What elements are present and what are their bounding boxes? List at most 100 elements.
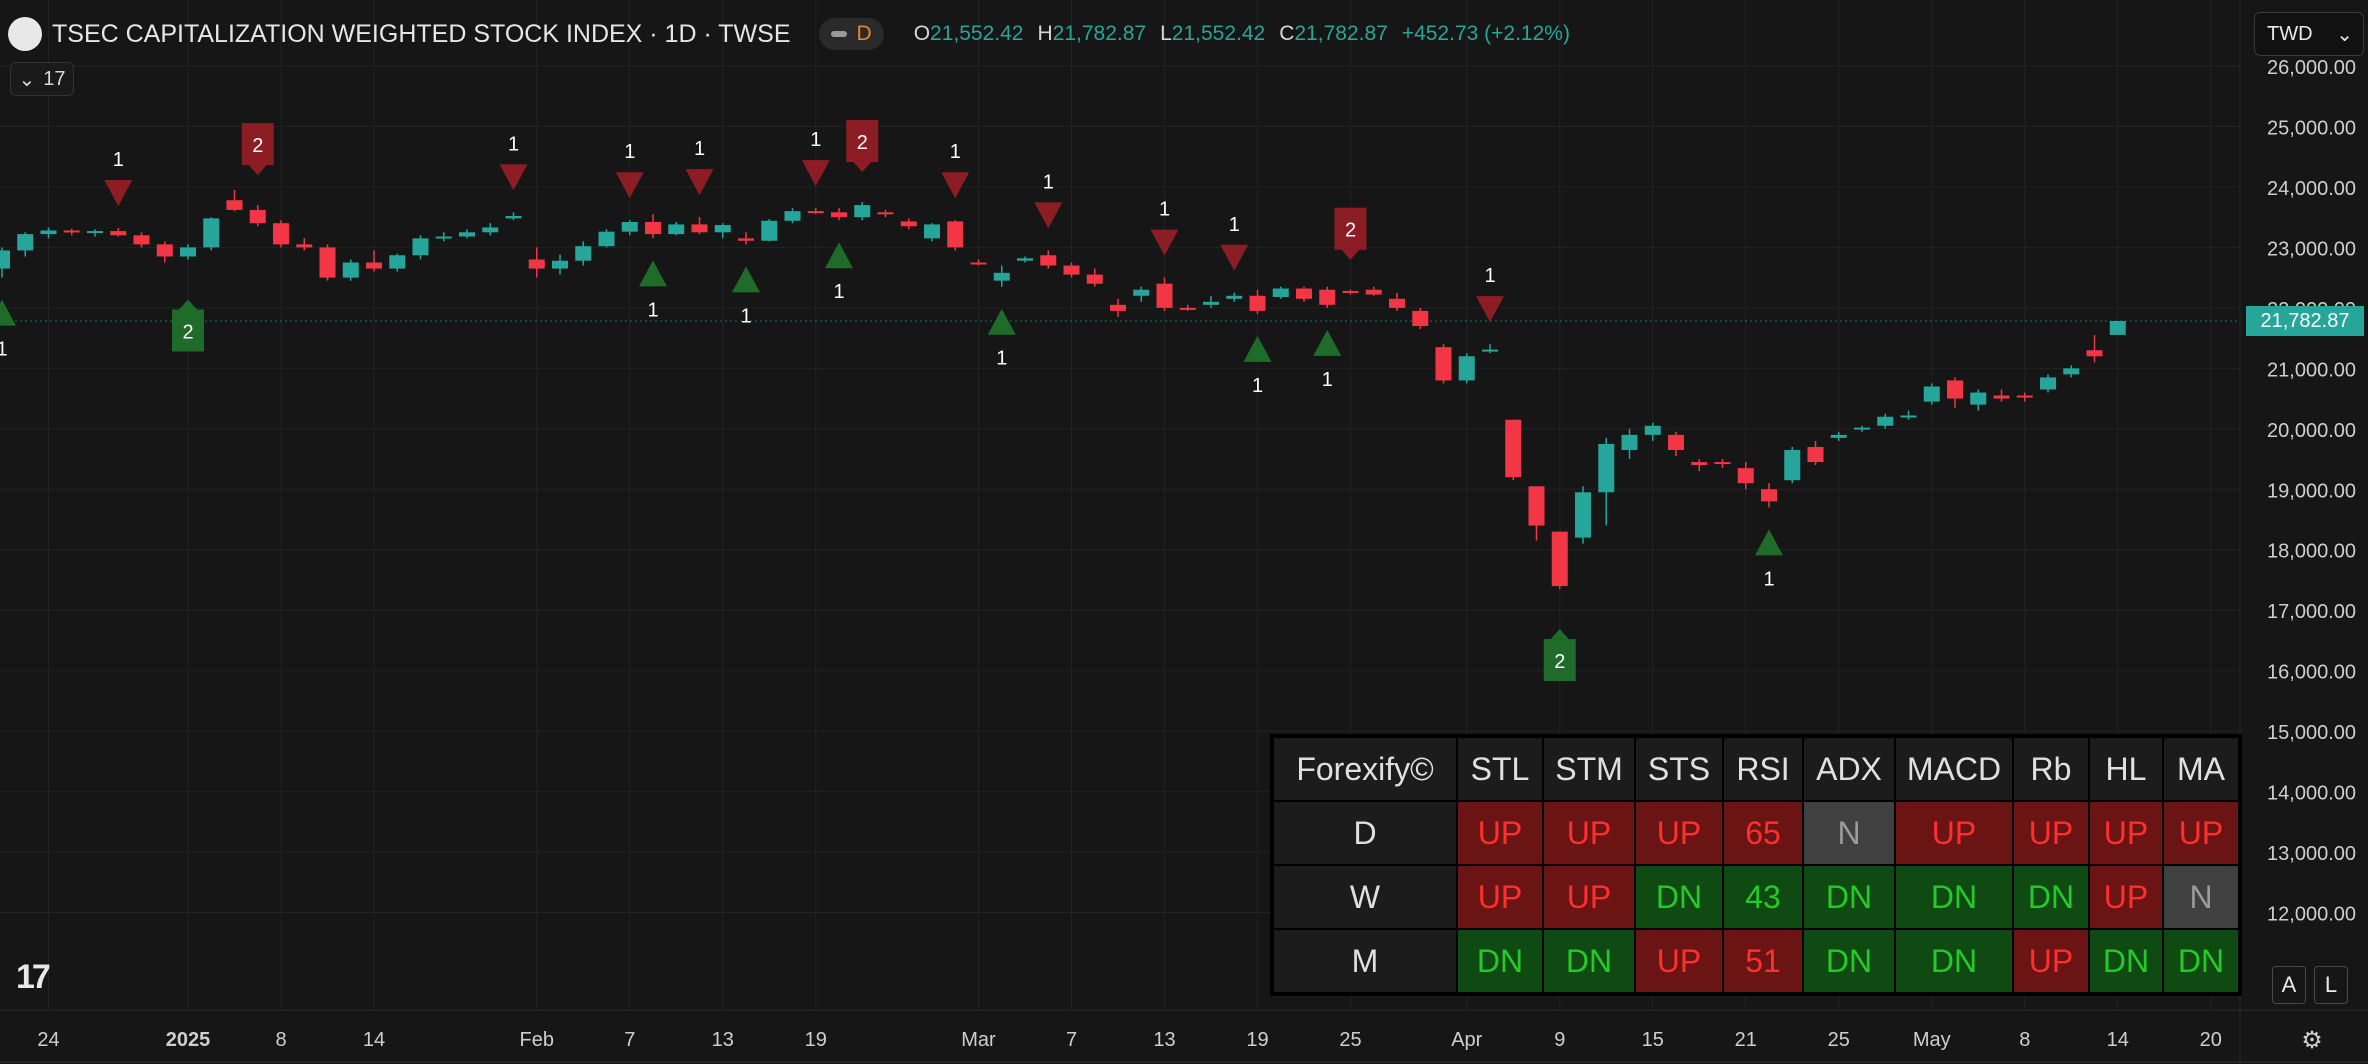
forexify-row-label: M — [1271, 928, 1458, 995]
low-label: L — [1160, 22, 1172, 45]
buy-signal-icon — [1313, 329, 1342, 356]
y-tick-label: 16,000.00 — [2267, 662, 2356, 684]
x-tick-label: 14 — [363, 1029, 385, 1051]
sell-signal-icon — [1150, 229, 1179, 256]
candle-body — [621, 222, 638, 232]
candle-body — [1133, 289, 1150, 296]
candle-body — [273, 223, 289, 245]
candle-body — [1807, 446, 1824, 463]
candle-body — [1179, 307, 1196, 310]
buy-signal-icon — [987, 308, 1016, 335]
signal-label: 2 — [182, 321, 193, 343]
candle-body — [668, 224, 685, 235]
signal-label: 1 — [996, 348, 1007, 370]
x-tick-label: 25 — [1828, 1029, 1850, 1051]
high-value: 21,782.87 — [1052, 22, 1147, 45]
x-tick-label: 13 — [1153, 1029, 1175, 1051]
chevron-down-icon: ⌄ — [18, 68, 36, 91]
interval-toggle[interactable]: D — [818, 18, 884, 50]
candle-body — [1900, 415, 1917, 418]
tradingview-logo-icon[interactable]: 17 — [16, 958, 51, 996]
y-tick-label: 21,000.00 — [2267, 359, 2356, 381]
y-tick-label: 24,000.00 — [2267, 178, 2356, 200]
signal-label: 1 — [1484, 265, 1495, 287]
close-label: C — [1279, 22, 1295, 45]
interval-badge: D — [856, 22, 872, 45]
forexify-cell: UP — [1634, 928, 1724, 995]
candle-body — [1389, 298, 1405, 308]
gear-icon[interactable]: ⚙ — [2301, 1026, 2323, 1054]
forexify-cell: DN — [2012, 864, 2090, 930]
candle-body — [1644, 425, 1661, 435]
log-scale-button[interactable]: L — [2314, 966, 2348, 1004]
candle-body — [1249, 295, 1266, 311]
candle-body — [924, 224, 940, 239]
forexify-cell: UP — [2162, 800, 2241, 866]
last-price-tag: 21,782.87 — [2246, 306, 2364, 336]
forexify-cell: UP — [1456, 864, 1544, 930]
candle-body — [947, 221, 964, 248]
candle-body — [1365, 289, 1382, 295]
signal-label: 1 — [1159, 199, 1170, 221]
symbol-logo-icon[interactable] — [8, 17, 42, 51]
sell-signal-icon — [104, 180, 133, 207]
indicator-count: 17 — [43, 67, 66, 90]
candle-body — [714, 225, 731, 233]
candle-body — [993, 272, 1010, 281]
forexify-row-label: W — [1271, 864, 1458, 930]
candle-body — [900, 221, 917, 227]
sell-signal-icon — [685, 169, 714, 196]
candle-body — [1482, 349, 1498, 352]
buy-signal-icon — [825, 242, 853, 269]
x-tick-label: 20 — [2200, 1029, 2222, 1051]
signal-label: 1 — [0, 339, 8, 361]
sell-signal-icon — [801, 160, 830, 187]
forexify-cell: DN — [1634, 864, 1724, 930]
candle-body — [1412, 310, 1429, 327]
forexify-cell: UP — [1634, 800, 1724, 866]
buy-signal-icon — [1243, 335, 1272, 362]
forexify-cell: DN — [1456, 928, 1544, 995]
forexify-column-header: STL — [1456, 735, 1544, 802]
sell-signal-icon — [1476, 296, 1504, 323]
x-tick-label: 19 — [805, 1029, 827, 1051]
forexify-column-header: RSI — [1722, 735, 1804, 802]
candle-body — [0, 250, 10, 269]
y-tick-label: 23,000.00 — [2267, 238, 2356, 260]
open-value: 21,552.42 — [930, 22, 1024, 45]
candle-body — [459, 232, 475, 237]
candle-body — [1110, 304, 1126, 311]
x-tick-label: 25 — [1339, 1029, 1361, 1051]
forexify-cell: DN — [2088, 928, 2164, 995]
candle-body — [40, 230, 57, 235]
candle-body — [1993, 395, 2010, 399]
sell-signal-pointer — [248, 165, 267, 176]
y-tick-label: 14,000.00 — [2267, 783, 2356, 805]
buy-signal-icon — [0, 299, 16, 326]
signal-label: 1 — [113, 149, 124, 171]
forexify-row: W UP UP DN 43 DN DN DN UP N — [1271, 864, 2241, 930]
signal-label: 1 — [508, 133, 519, 155]
auto-scale-button[interactable]: A — [2272, 966, 2306, 1004]
candle-body — [1040, 255, 1057, 266]
candle-body — [1063, 265, 1080, 275]
high-label: H — [1037, 22, 1053, 45]
close-value: 21,782.87 — [1294, 22, 1388, 45]
symbol-title[interactable]: TSEC CAPITALIZATION WEIGHTED STOCK INDEX… — [52, 19, 791, 48]
currency-selector[interactable]: TWD ⌄ — [2254, 12, 2364, 56]
candle-body — [366, 262, 382, 269]
candle-body — [133, 235, 150, 245]
candle-body — [412, 238, 429, 256]
candle-body — [1598, 443, 1615, 493]
indicator-collapse-button[interactable]: ⌄ 17 — [10, 62, 74, 96]
forexify-cell: DN — [1894, 928, 2014, 995]
forexify-cell: DN — [1802, 928, 1896, 995]
sell-signal-icon — [499, 164, 528, 191]
candle-body — [807, 211, 824, 214]
candle-body — [1691, 462, 1708, 466]
y-tick-label: 15,000.00 — [2267, 722, 2356, 744]
forexify-cell: UP — [2088, 800, 2164, 866]
signal-label: 1 — [1229, 214, 1240, 236]
candle-body — [226, 200, 243, 210]
